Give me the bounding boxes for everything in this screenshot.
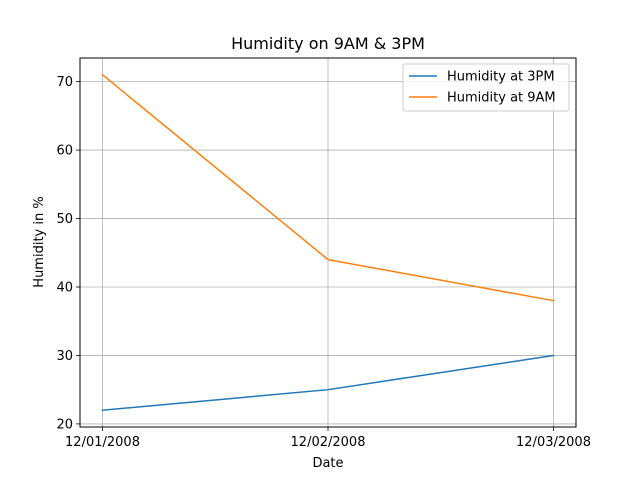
legend-label: Humidity at 3PM <box>447 70 555 85</box>
grid-lines <box>80 58 576 427</box>
legend-box <box>402 63 570 112</box>
legend: Humidity at 3PM Humidity at 9AM <box>402 63 570 112</box>
y-axis-label: Humidity in % <box>32 196 47 287</box>
x-tick-label: 12/02/2008 <box>291 435 366 450</box>
x-tick-label: 12/03/2008 <box>516 435 591 450</box>
y-tick-label: 70 <box>56 75 73 90</box>
y-tick-label: 60 <box>56 144 73 159</box>
series-lines <box>101 73 555 412</box>
y-tick-label: 30 <box>56 349 73 364</box>
legend-label: Humidity at 9AM <box>447 91 556 106</box>
chart-title: Humidity on 9AM & 3PM <box>231 34 425 53</box>
series-line-3pm <box>101 354 555 412</box>
x-tick-label: 12/01/2008 <box>65 435 140 450</box>
y-tick-label: 20 <box>56 417 73 432</box>
y-axis-ticks: 20 30 40 50 60 70 <box>56 75 80 432</box>
y-tick-label: 40 <box>56 280 73 295</box>
x-axis-label: Date <box>312 456 343 471</box>
series-line-9am <box>101 73 555 302</box>
x-axis-ticks: 12/01/2008 12/02/2008 12/03/2008 <box>65 427 591 450</box>
y-tick-label: 50 <box>56 212 73 227</box>
